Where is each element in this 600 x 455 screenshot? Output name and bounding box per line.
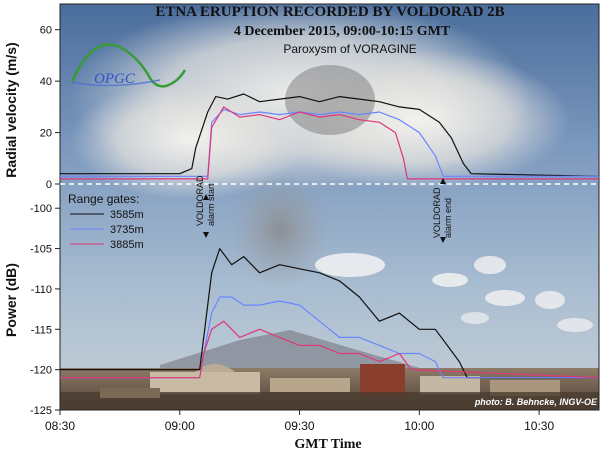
logo-text: OPGC <box>94 71 136 87</box>
velocity-axis-label: Radial velocity (m/s) <box>3 42 19 177</box>
opgc-logo: OPGC <box>70 43 187 88</box>
alarm-start-label-1: VOLDORAD <box>195 175 205 226</box>
series-line-3885m-velocity <box>60 106 599 180</box>
y-tick-label: 60 <box>40 25 52 37</box>
y-tick-label: -125 <box>30 405 52 417</box>
chart-subtitle-2: Paroxysm of VORAGINE <box>283 42 416 56</box>
y-tick-label: -110 <box>31 284 52 296</box>
y-tick-label: -100 <box>30 203 52 215</box>
legend-title: Range gates: <box>68 192 139 206</box>
y-tick-label: 0 <box>46 179 52 191</box>
plot-frame <box>59 3 600 411</box>
x-tick-label: 08:30 <box>45 419 75 433</box>
x-tick-label: 09:30 <box>285 419 315 433</box>
photo-credit: photo: B. Behncke, INGV-OE <box>474 397 598 407</box>
y-tick-label: 40 <box>40 76 52 88</box>
series-line-3885m-power <box>60 320 600 379</box>
alarm-end-label-1: VOLDORAD <box>432 187 442 238</box>
power-series <box>60 248 600 379</box>
alarm-start-arrow-down <box>203 232 209 238</box>
velocity-y-axis: 0 20 40 60 <box>40 25 60 191</box>
photo-background <box>60 4 599 410</box>
alarm-start-label-2: alarm start <box>206 183 216 226</box>
y-tick-label: -105 <box>30 244 52 256</box>
alarm-end-annotation: VOLDORAD alarm end <box>432 178 453 243</box>
chart-title: ETNA ERUPTION RECORDED BY VOLDORAD 2B <box>155 4 504 20</box>
alarm-end-label-2: alarm end <box>443 198 453 238</box>
y-tick-label: -115 <box>31 324 52 336</box>
time-axis-label: GMT Time <box>294 437 361 452</box>
series-line-3735m-power <box>60 296 599 379</box>
alarm-end-arrow-down <box>440 237 446 243</box>
legend: Range gates: 3585m 3735m 3885m <box>68 192 144 251</box>
legend-label-3885m: 3885m <box>110 239 144 251</box>
time-x-axis: 08:30 09:00 09:30 10:00 10:30 <box>45 410 554 433</box>
legend-label-3735m: 3735m <box>110 224 144 236</box>
y-tick-label: -120 <box>30 365 52 377</box>
velocity-series <box>60 93 600 180</box>
alarm-end-arrow-up <box>440 178 446 184</box>
power-y-axis: -125 -120 -115 -110 -105 -100 <box>30 203 60 417</box>
power-axis-label: Power (dB) <box>3 263 19 337</box>
x-tick-label: 10:00 <box>404 419 434 433</box>
alarm-start-arrow-up <box>203 194 209 200</box>
x-tick-label: 09:00 <box>165 419 195 433</box>
legend-label-3585m: 3585m <box>110 209 144 221</box>
alarm-start-annotation: VOLDORAD alarm start <box>195 175 216 238</box>
x-tick-label: 10:30 <box>524 419 554 433</box>
series-line-3585m-power <box>60 248 599 379</box>
series-line-3585m-velocity <box>60 93 600 177</box>
y-tick-label: 20 <box>40 128 52 140</box>
chart-subtitle: 4 December 2015, 09:00-10:15 GMT <box>234 24 451 39</box>
